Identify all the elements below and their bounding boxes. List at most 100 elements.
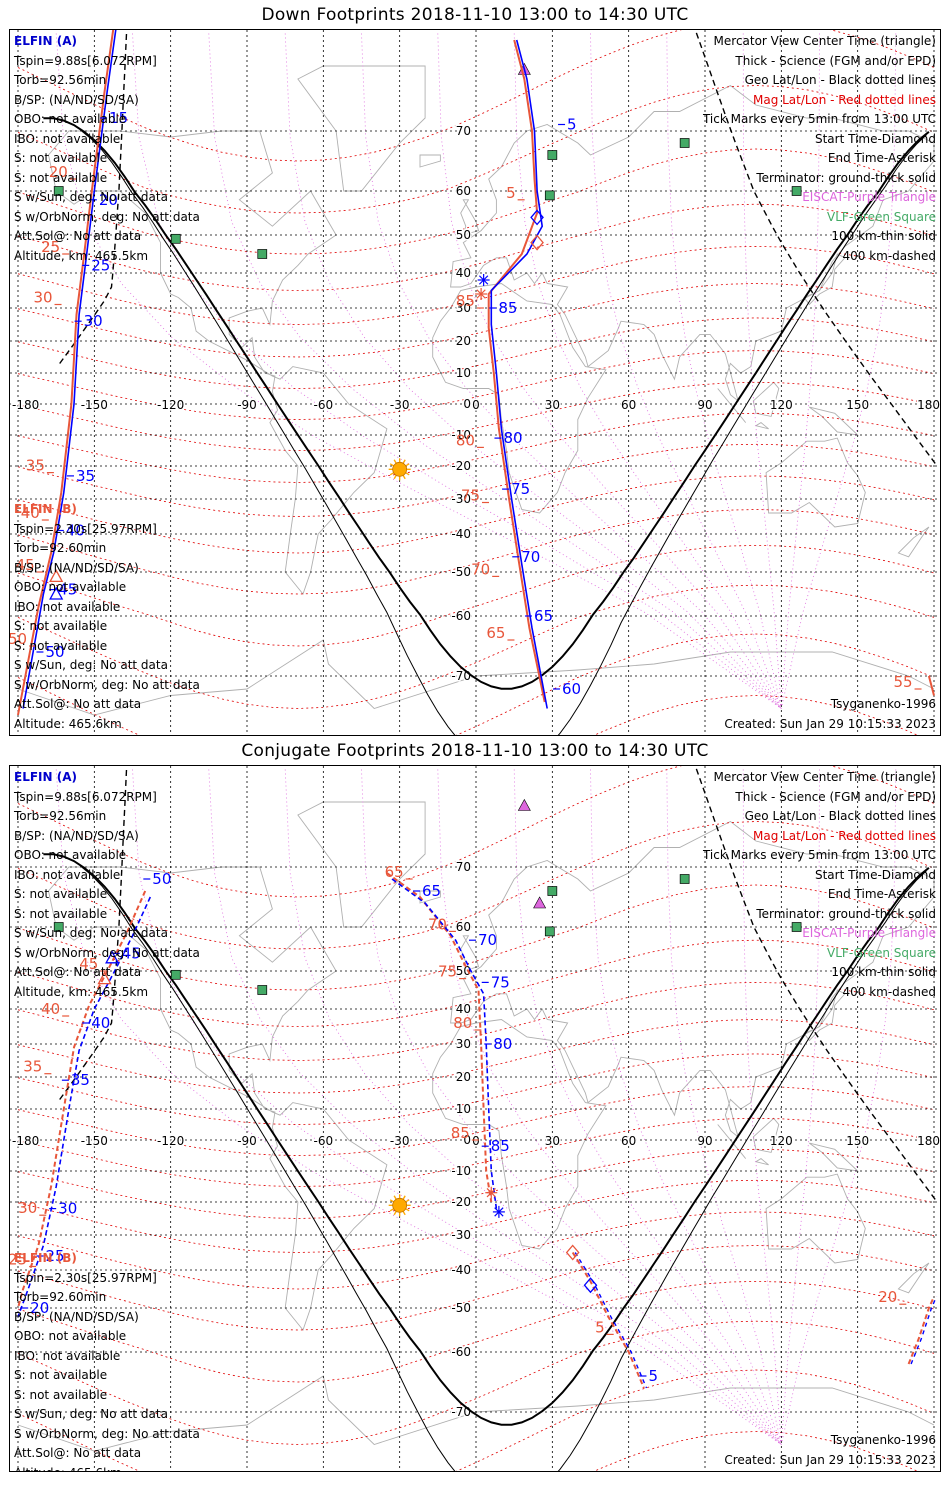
coastline xyxy=(48,130,388,595)
lon-tick-label: -30 xyxy=(390,398,410,412)
map-legend: Mercator View Center Time (triangle) Thi… xyxy=(703,768,936,1002)
track-tick-label: 50 xyxy=(45,643,64,661)
legend-line: Thick - Science (FGM and/or EPD) xyxy=(735,53,936,68)
info-line: OBO: not available xyxy=(14,580,127,594)
legend-line: End Time-Asterisk xyxy=(827,887,936,901)
lat-tick-label: -30 xyxy=(451,492,471,506)
sun-ray xyxy=(389,1208,394,1212)
track-tick-label: 20 xyxy=(878,1288,897,1306)
coastline xyxy=(297,801,426,928)
track-tick-label: 85 xyxy=(451,1124,470,1142)
lon-tick-label: 90 xyxy=(697,1134,712,1148)
track-tick-label: 45 xyxy=(122,944,141,962)
panel-title: Conjugate Footprints 2018-11-10 13:00 to… xyxy=(241,741,709,761)
lat-tick-label: 50 xyxy=(456,228,471,242)
vlf-square-icon xyxy=(170,233,181,244)
track-b xyxy=(907,1296,935,1365)
info-line: Torb=92.60min xyxy=(14,1290,107,1304)
vlf-square-icon xyxy=(53,922,64,932)
info-line: Altitude: 465.6km xyxy=(14,716,122,731)
legend-line: End Time-Asterisk xyxy=(827,151,936,165)
sun-ray xyxy=(389,463,394,467)
lat-tick-label: 0 xyxy=(463,1133,471,1147)
lat-tick-label: -60 xyxy=(451,609,471,623)
info-line: S w/OrbNorm, deg: No att data xyxy=(14,945,200,960)
track-tick-label: 25 xyxy=(41,238,60,256)
track-tick-label: 40 xyxy=(41,1000,60,1018)
track-tick-label: 65 xyxy=(486,624,505,642)
end-asterisk-icon xyxy=(486,1188,496,1198)
map-canvas: -180 -150 -120 -90 -60 -30 0 30 60 90 120 150 180706… xyxy=(10,766,940,1471)
map-legend: Mercator View Center Time (triangle) Thi… xyxy=(703,32,936,266)
info-line: IBO: not available xyxy=(14,1348,121,1363)
lon-tick-label: -60 xyxy=(314,1134,334,1148)
coastline xyxy=(803,989,846,1042)
track-tick-label: 70 xyxy=(478,931,497,949)
terminator-100km xyxy=(81,130,927,735)
sun-ray xyxy=(393,1211,397,1216)
info-line: B/SP: (NA/ND/SD/SA) xyxy=(14,1309,139,1324)
info-line: S: not available xyxy=(14,151,108,165)
sun-icon xyxy=(392,461,408,477)
lon-tick-label: -90 xyxy=(237,1134,257,1148)
info-line: OBO: not available xyxy=(14,1329,127,1343)
sun-ray xyxy=(402,475,406,480)
coastline xyxy=(803,253,846,306)
track-tick-label: 5 xyxy=(648,1367,658,1385)
track-b xyxy=(571,1251,645,1389)
info-line: S: not available xyxy=(14,170,108,185)
terminator-ground xyxy=(43,853,930,1426)
coastline xyxy=(432,283,607,514)
lon-tick-label: 90 xyxy=(697,398,712,412)
mag-latitude-line xyxy=(17,544,935,647)
lat-tick-label: -50 xyxy=(451,565,471,579)
coastline xyxy=(897,1262,930,1294)
vlf-square-icon xyxy=(257,985,268,995)
lon-tick-label: -60 xyxy=(314,398,334,412)
mag-meridian xyxy=(437,33,782,709)
track-tick-label: 65 xyxy=(422,882,441,900)
mag-meridian xyxy=(284,769,782,1445)
coastline xyxy=(809,1142,860,1172)
legend-line: Thick - Science (FGM and/or EPD) xyxy=(735,789,936,804)
lon-tick-label: 180 xyxy=(917,398,940,412)
legend-line: EISCAT-Purple Triangle xyxy=(802,926,936,940)
coastline xyxy=(17,1375,935,1452)
track-a xyxy=(22,30,117,709)
mag-latitude-line xyxy=(593,1431,918,1471)
model-name: Tsyganenko-1996 xyxy=(830,697,936,711)
coastline xyxy=(48,866,388,1331)
sun-ray xyxy=(393,459,397,464)
mag-meridian xyxy=(361,33,782,709)
mag-meridian xyxy=(513,769,782,1445)
info-line: Att.Sol@: No att data xyxy=(14,697,142,711)
lat-tick-label: 20 xyxy=(456,1070,471,1084)
info-line: S w/Sun, deg: No att data xyxy=(14,190,168,204)
lon-tick-label: 60 xyxy=(621,398,636,412)
legend-line: Start Time-Diamond xyxy=(814,867,936,882)
info-line: IBO: not available xyxy=(14,599,121,614)
track-tick-label: 5 xyxy=(567,116,577,134)
info-line: S: not available xyxy=(14,619,108,633)
sun-ray xyxy=(393,475,397,480)
info-line: Torb=92.60min xyxy=(14,541,107,555)
track-tick-label: 80 xyxy=(503,429,522,447)
mag-latitude-line xyxy=(17,1148,935,1219)
track-tick-label: 40 xyxy=(91,1014,110,1032)
map-canvas: -180 -150 -120 -90 -60 -30 0 30 60 90 120 150 180706… xyxy=(10,30,940,735)
lat-tick-label: -20 xyxy=(451,1195,471,1209)
sun-ray xyxy=(389,1199,394,1203)
track-tick-label: 45 xyxy=(79,955,98,973)
vlf-square-icon xyxy=(791,186,802,196)
coastline xyxy=(754,1158,769,1166)
start-diamond-icon xyxy=(583,1277,598,1294)
info-line: S w/Sun, deg: No att data xyxy=(14,1407,168,1421)
lat-tick-label: 10 xyxy=(456,366,471,380)
info-line: S w/Sun, deg: No att data xyxy=(14,926,168,940)
track-tick-label: 80 xyxy=(456,431,475,449)
mag-latitude-line xyxy=(17,1117,935,1187)
track-tick-label: 75 xyxy=(438,963,457,981)
info-line: B/SP: (NA/ND/SD/SA) xyxy=(14,828,139,843)
track-tick-label: 30 xyxy=(33,289,52,307)
coastline xyxy=(754,422,769,430)
